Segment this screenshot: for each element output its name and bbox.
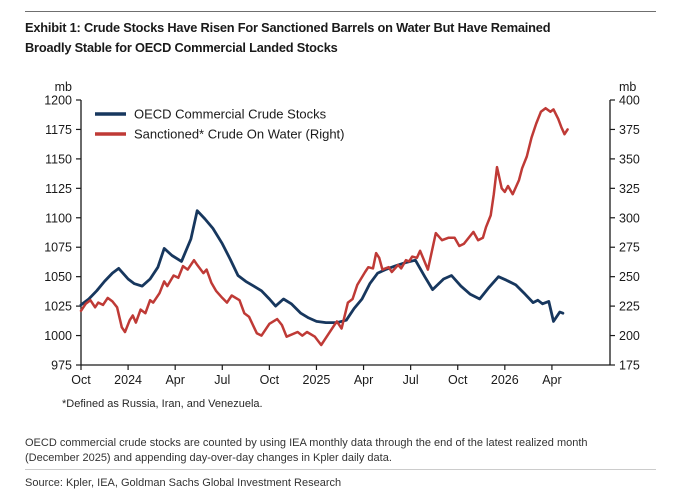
- x-axis-tick-label: Jul: [214, 373, 230, 387]
- right-axis-unit-label: mb: [619, 80, 636, 94]
- left-axis-tick-label: 1025: [44, 300, 72, 314]
- x-axis-tick-label: Oct: [448, 373, 468, 387]
- left-axis-tick-label: 1200: [44, 94, 72, 108]
- x-axis-tick-label: 2025: [303, 373, 331, 387]
- left-axis-tick-label: 1000: [44, 329, 72, 343]
- legend-label-0: OECD Commercial Crude Stocks: [134, 107, 327, 122]
- x-axis-tick-label: Oct: [71, 373, 91, 387]
- right-axis-tick-label: 400: [619, 94, 640, 108]
- right-axis-tick-label: 200: [619, 329, 640, 343]
- series-line-oecd-stocks: [79, 209, 565, 324]
- x-axis-tick-label: Apr: [354, 373, 373, 387]
- x-axis-tick-label: Apr: [542, 373, 561, 387]
- exhibit-title-line2: Broadly Stable for OECD Commercial Lande…: [25, 40, 338, 55]
- left-axis-tick-label: 1100: [45, 211, 72, 225]
- right-axis-tick-label: 300: [619, 211, 640, 225]
- right-axis-tick-label: 175: [619, 359, 640, 373]
- methodology-note-line1: OECD commercial crude stocks are counted…: [25, 437, 588, 449]
- x-axis-tick-label: Apr: [165, 373, 184, 387]
- left-axis-tick-label: 975: [51, 359, 72, 373]
- legend-label-1: Sanctioned* Crude On Water (Right): [134, 127, 345, 142]
- x-axis-tick-label: 2026: [491, 373, 519, 387]
- left-axis-tick-label: 1150: [45, 152, 72, 166]
- right-axis-tick-label: 350: [619, 152, 640, 166]
- right-axis-tick-label: 275: [619, 241, 640, 255]
- methodology-note: OECD commercial crude stocks are counted…: [25, 436, 665, 466]
- left-axis-tick-label: 1050: [44, 270, 72, 284]
- source-line: Source: Kpler, IEA, Goldman Sachs Global…: [25, 477, 342, 489]
- left-axis-tick-label: 1125: [45, 182, 72, 196]
- source-divider: [25, 469, 656, 470]
- right-axis-tick-label: 225: [619, 300, 640, 314]
- x-axis-tick-label: Oct: [260, 373, 280, 387]
- right-axis-tick-label: 375: [619, 123, 640, 137]
- left-axis-tick-label: 1175: [45, 123, 72, 137]
- exhibit-title-line1: Exhibit 1: Crude Stocks Have Risen For S…: [25, 20, 551, 35]
- top-divider: [25, 11, 656, 12]
- right-axis-tick-label: 250: [619, 270, 640, 284]
- series-line-sanctioned-on-water: [79, 106, 569, 347]
- x-axis-tick-label: 2024: [114, 373, 142, 387]
- right-axis-tick-label: 325: [619, 182, 640, 196]
- chart-footnote: *Defined as Russia, Iran, and Venezuela.: [62, 398, 263, 410]
- left-axis-unit-label: mb: [55, 80, 72, 94]
- left-axis-tick-label: 1075: [44, 241, 72, 255]
- exhibit-title: Exhibit 1: Crude Stocks Have Risen For S…: [25, 18, 675, 58]
- methodology-note-line2: (December 2025) and appending day-over-d…: [25, 452, 392, 464]
- x-axis-tick-label: Jul: [403, 373, 419, 387]
